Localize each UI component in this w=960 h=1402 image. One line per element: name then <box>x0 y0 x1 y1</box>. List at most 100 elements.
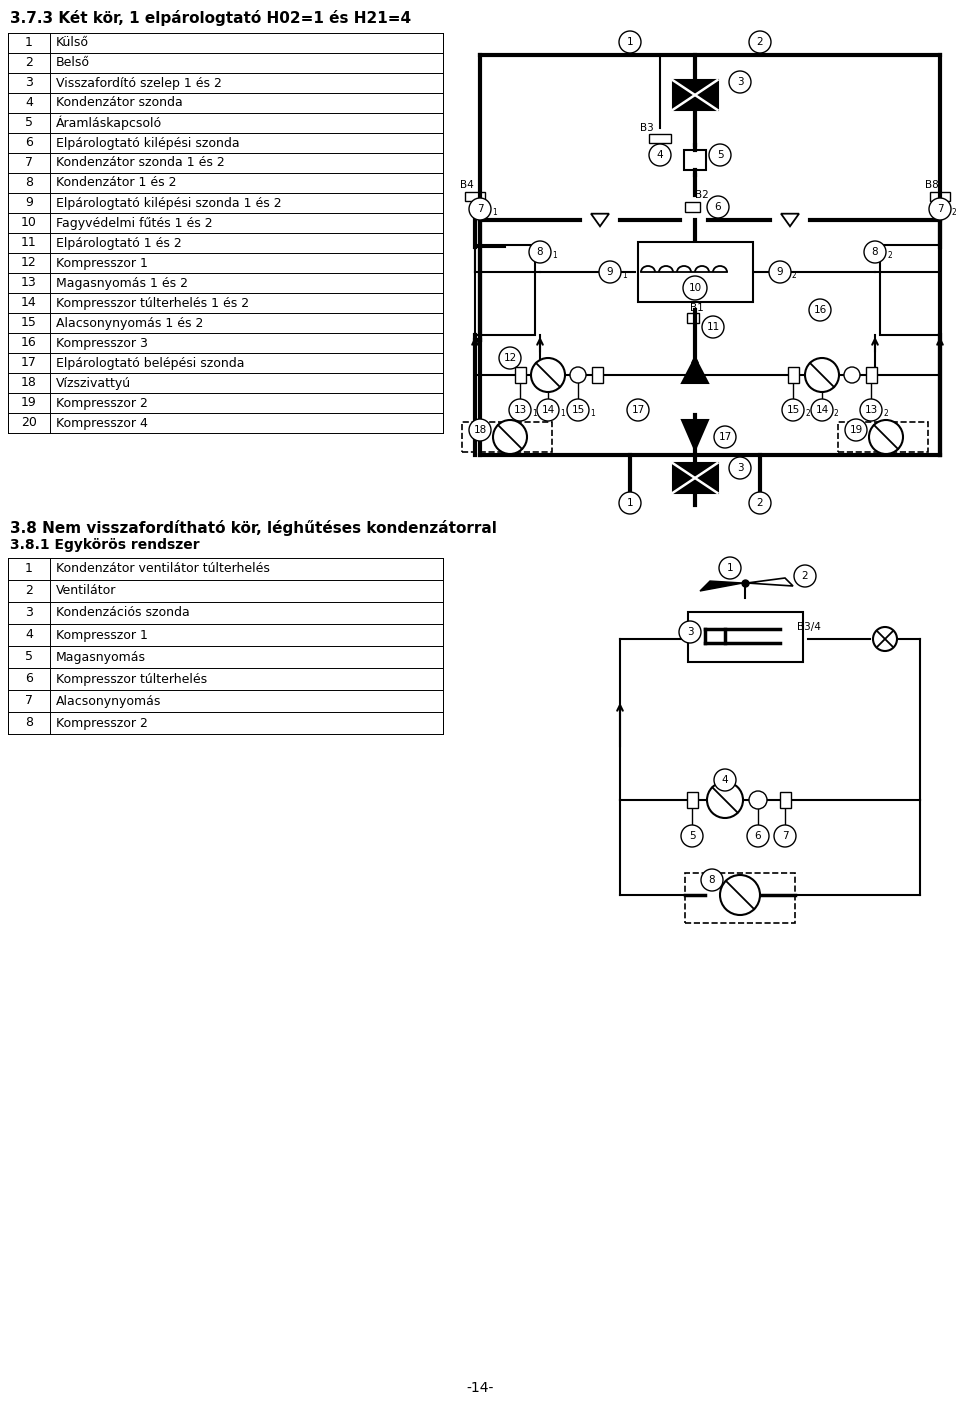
Text: Kondenzátor 1 és 2: Kondenzátor 1 és 2 <box>56 177 177 189</box>
Circle shape <box>714 770 736 791</box>
Text: 18: 18 <box>21 377 36 390</box>
Circle shape <box>499 348 521 369</box>
Circle shape <box>844 367 860 383</box>
Text: 1: 1 <box>532 409 537 418</box>
Text: 6: 6 <box>25 136 33 150</box>
Text: 2: 2 <box>25 585 33 597</box>
Circle shape <box>627 400 649 421</box>
Polygon shape <box>700 580 743 592</box>
Text: 7: 7 <box>781 831 788 841</box>
Text: 2: 2 <box>25 56 33 70</box>
Text: Ventilátor: Ventilátor <box>56 585 116 597</box>
Text: B1: B1 <box>690 303 704 313</box>
Circle shape <box>619 31 641 53</box>
Text: 13: 13 <box>514 405 527 415</box>
Circle shape <box>531 358 565 393</box>
Text: Visszafordító szelep 1 és 2: Visszafordító szelep 1 és 2 <box>56 77 222 90</box>
Text: 2: 2 <box>756 36 763 48</box>
Text: 11: 11 <box>707 322 720 332</box>
Text: 1: 1 <box>25 562 33 575</box>
Text: 17: 17 <box>21 356 36 370</box>
Text: Kompresszor 1: Kompresszor 1 <box>56 257 148 269</box>
Text: Fagyvédelmi fűtés 1 és 2: Fagyvédelmi fűtés 1 és 2 <box>56 216 212 230</box>
Bar <box>475 245 535 335</box>
Polygon shape <box>682 358 708 383</box>
Bar <box>866 367 876 383</box>
Bar <box>673 463 717 494</box>
Circle shape <box>537 400 559 421</box>
Text: Magasnyomás: Magasnyomás <box>56 651 146 663</box>
Text: 2: 2 <box>834 409 839 418</box>
Bar <box>591 367 603 383</box>
Text: 9: 9 <box>777 266 783 278</box>
Circle shape <box>749 791 767 809</box>
Text: Kondenzátor szonda 1 és 2: Kondenzátor szonda 1 és 2 <box>56 157 225 170</box>
Text: 2: 2 <box>756 498 763 508</box>
Text: Kondenzátor ventilátor túlterhelés: Kondenzátor ventilátor túlterhelés <box>56 562 270 575</box>
Circle shape <box>869 421 903 454</box>
Circle shape <box>729 457 751 479</box>
Circle shape <box>599 261 621 283</box>
Text: 1: 1 <box>560 409 564 418</box>
Text: 5: 5 <box>688 831 695 841</box>
Circle shape <box>707 782 743 817</box>
Text: 2: 2 <box>792 271 797 280</box>
Text: 3: 3 <box>25 607 33 620</box>
Text: 4: 4 <box>25 97 33 109</box>
Text: 14: 14 <box>815 405 828 415</box>
Text: 3: 3 <box>736 463 743 472</box>
Text: Magasnyomás 1 és 2: Magasnyomás 1 és 2 <box>56 276 188 289</box>
Text: 7: 7 <box>937 205 944 215</box>
Text: 6: 6 <box>755 831 761 841</box>
Circle shape <box>469 419 491 442</box>
Text: 7: 7 <box>25 157 33 170</box>
Text: 1: 1 <box>25 36 33 49</box>
Text: Kompresszor 2: Kompresszor 2 <box>56 716 148 729</box>
Text: Külső: Külső <box>56 36 89 49</box>
Text: Alacsonynyomás 1 és 2: Alacsonynyomás 1 és 2 <box>56 317 204 329</box>
Text: 18: 18 <box>473 425 487 435</box>
Bar <box>673 80 717 109</box>
Text: 15: 15 <box>571 405 585 415</box>
Text: Vízszivattyú: Vízszivattyú <box>56 377 132 390</box>
Text: 5: 5 <box>717 150 723 160</box>
Text: 1: 1 <box>590 409 595 418</box>
Text: 13: 13 <box>864 405 877 415</box>
Text: 3: 3 <box>736 77 743 87</box>
Text: Belső: Belső <box>56 56 90 70</box>
Text: Elpárologtató 1 és 2: Elpárologtató 1 és 2 <box>56 237 181 250</box>
Text: 9: 9 <box>607 266 613 278</box>
Text: 7: 7 <box>25 694 33 708</box>
Text: 8: 8 <box>25 716 33 729</box>
Text: 4: 4 <box>722 775 729 785</box>
Text: Kompresszor 2: Kompresszor 2 <box>56 397 148 409</box>
Circle shape <box>873 627 897 651</box>
Bar <box>687 613 803 662</box>
Text: 8: 8 <box>537 247 543 257</box>
Text: 14: 14 <box>21 296 36 310</box>
Text: 11: 11 <box>21 237 36 250</box>
Circle shape <box>469 198 491 220</box>
Text: 5: 5 <box>25 651 33 663</box>
Bar <box>462 422 552 451</box>
Text: B2: B2 <box>695 191 708 200</box>
Text: Alacsonynyomás: Alacsonynyomás <box>56 694 161 708</box>
Text: 2: 2 <box>952 207 957 217</box>
Text: 3.7.3 Két kör, 1 elpárologtató H02=1 és H21=4: 3.7.3 Két kör, 1 elpárologtató H02=1 és … <box>10 10 411 27</box>
Text: 2: 2 <box>887 251 892 259</box>
Text: 19: 19 <box>21 397 36 409</box>
Circle shape <box>809 299 831 321</box>
Polygon shape <box>747 578 793 586</box>
Circle shape <box>749 31 771 53</box>
Text: 1: 1 <box>622 271 627 280</box>
Bar <box>930 192 950 200</box>
Text: Áramláskapcsoló: Áramláskapcsoló <box>56 116 162 130</box>
Bar <box>838 422 928 451</box>
Circle shape <box>509 400 531 421</box>
Text: 1: 1 <box>552 251 557 259</box>
Text: Kondenzációs szonda: Kondenzációs szonda <box>56 607 190 620</box>
Text: 17: 17 <box>632 405 644 415</box>
Text: 3.8 Nem visszafordítható kör, léghűtéses kondenzátorral: 3.8 Nem visszafordítható kör, léghűtéses… <box>10 520 497 536</box>
Text: 8: 8 <box>872 247 878 257</box>
Text: 3.8.1 Egykörös rendszer: 3.8.1 Egykörös rendszer <box>10 538 200 552</box>
